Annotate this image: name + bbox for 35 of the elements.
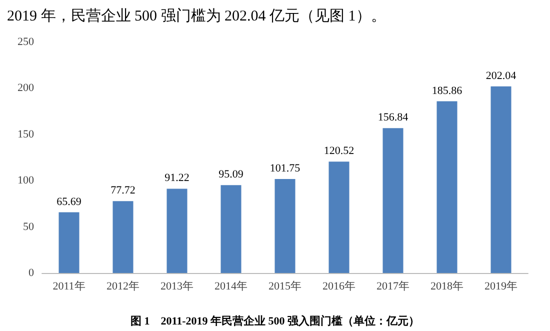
y-tick-label: 50 bbox=[23, 220, 34, 233]
x-tick-label: 2011年 bbox=[52, 280, 86, 292]
x-tick-label: 2012年 bbox=[106, 280, 140, 292]
bar bbox=[220, 185, 242, 273]
y-tick-label: 150 bbox=[18, 128, 34, 140]
data-label: 91.22 bbox=[164, 172, 190, 184]
y-tick-label: 100 bbox=[18, 174, 34, 187]
bar bbox=[436, 101, 458, 273]
bar bbox=[490, 86, 512, 273]
data-label: 101.75 bbox=[270, 162, 301, 174]
bar bbox=[166, 188, 188, 273]
x-tick-label: 2013年 bbox=[160, 280, 194, 292]
bar bbox=[58, 212, 80, 273]
data-label: 120.52 bbox=[324, 145, 354, 158]
y-tick-label: 250 bbox=[18, 36, 34, 48]
data-label: 95.09 bbox=[218, 168, 244, 181]
x-tick-label: 2014年 bbox=[214, 280, 248, 292]
data-label: 202.04 bbox=[486, 70, 517, 82]
data-label: 77.72 bbox=[110, 184, 136, 197]
x-tick-label: 2017年 bbox=[376, 280, 410, 292]
caption: 图 1 2011-2019 年民营企业 500 强入围门槛（单位：亿元） bbox=[130, 314, 420, 328]
bar bbox=[382, 128, 404, 273]
y-tick-label: 200 bbox=[18, 82, 34, 94]
bar bbox=[328, 162, 350, 273]
data-label: 156.84 bbox=[378, 112, 409, 124]
bar bbox=[274, 178, 296, 273]
data-label: 185.86 bbox=[432, 84, 463, 97]
x-tick-label: 2018年 bbox=[430, 280, 464, 292]
data-label: 65.69 bbox=[56, 196, 82, 208]
x-tick-label: 2015年 bbox=[268, 280, 302, 292]
y-tick-label: 0 bbox=[28, 267, 34, 279]
chart-title: 2019 年，民营企业 500 强门槛为 202.04 亿元（见图 1）。 bbox=[7, 8, 386, 24]
x-tick-label: 2016年 bbox=[322, 280, 356, 292]
x-tick-label: 2019年 bbox=[484, 280, 518, 292]
bar bbox=[112, 201, 134, 273]
